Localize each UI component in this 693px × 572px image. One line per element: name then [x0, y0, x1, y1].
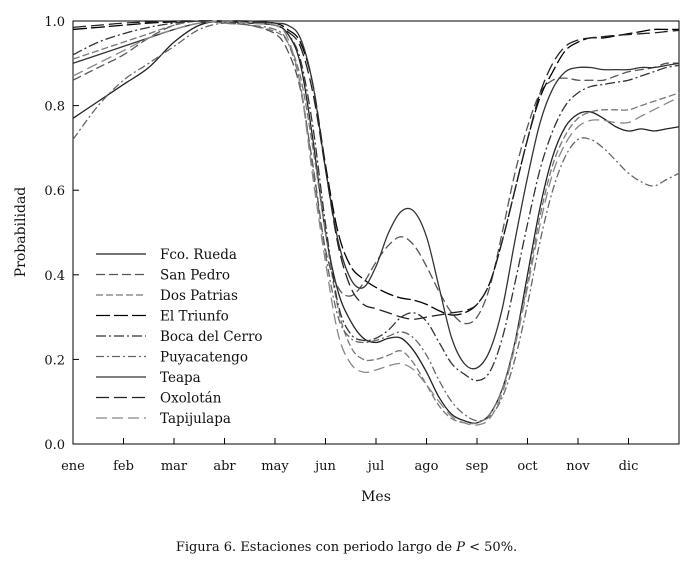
x-tick-label: feb: [113, 459, 134, 474]
x-tick-label: abr: [213, 459, 236, 474]
legend-label: Tapijulapa: [160, 411, 231, 427]
legend-label: San Pedro: [160, 268, 230, 284]
series-line-oxolot-n: [72, 20, 680, 320]
y-tick-label: 0.6: [44, 184, 65, 199]
caption-variable: P: [456, 540, 465, 555]
x-axis-label: Mes: [361, 489, 391, 505]
x-tick-label: dic: [619, 459, 639, 474]
y-axis: 0.0 0.2 0.4 0.6 0.8 1.0: [44, 15, 79, 453]
legend-label: Dos Patrias: [160, 288, 238, 304]
legend-label: El Triunfo: [160, 309, 229, 325]
x-tick-label: jun: [313, 459, 336, 474]
series-line-teapa: [72, 20, 680, 370]
caption-suffix: < 50%.: [465, 540, 518, 555]
caption-prefix: Figura 6. Estaciones con periodo largo d…: [175, 540, 457, 555]
legend-label: Puyacatengo: [160, 350, 248, 366]
line-chart: 0.0 0.2 0.4 0.6 0.8 1.0 ene feb mar abr may jun jul…: [13, 15, 680, 505]
x-tick-label: jul: [366, 459, 385, 474]
x-tick-label: may: [261, 459, 289, 474]
legend-label: Boca del Cerro: [160, 329, 263, 345]
x-tick-label: ago: [415, 459, 439, 474]
x-tick-label: oct: [517, 459, 538, 474]
legend-label: Fco. Rueda: [160, 247, 237, 263]
y-tick-label: 1.0: [44, 15, 65, 30]
figure-caption: Figura 6. Estaciones con periodo largo d…: [0, 540, 693, 555]
y-axis-label: Probabilidad: [13, 187, 29, 278]
y-tick-label: 0.8: [44, 100, 65, 115]
legend: Fco. Rueda San Pedro Dos Patrias El Triunfo…: [96, 247, 263, 427]
x-tick-label: ene: [61, 459, 85, 474]
x-tick-label: nov: [566, 459, 590, 474]
x-axis: ene feb mar abr may jun jul ago sep oct nov dic: [61, 438, 680, 474]
x-tick-label: sep: [466, 459, 489, 474]
series-layer: [72, 20, 680, 426]
legend-label: Oxolotán: [160, 391, 222, 407]
series-line-dos-patrias: [72, 20, 680, 425]
legend-label: Teapa: [160, 370, 201, 386]
series-line-puyacatengo: [72, 22, 680, 422]
x-tick-label: mar: [161, 459, 188, 474]
y-tick-label: 0.4: [44, 269, 65, 284]
y-tick-label: 0.2: [44, 353, 65, 368]
series-line-tapijulapa: [72, 20, 680, 426]
y-tick-label: 0.0: [44, 438, 65, 453]
series-line-boca-del-cerro: [72, 20, 680, 382]
